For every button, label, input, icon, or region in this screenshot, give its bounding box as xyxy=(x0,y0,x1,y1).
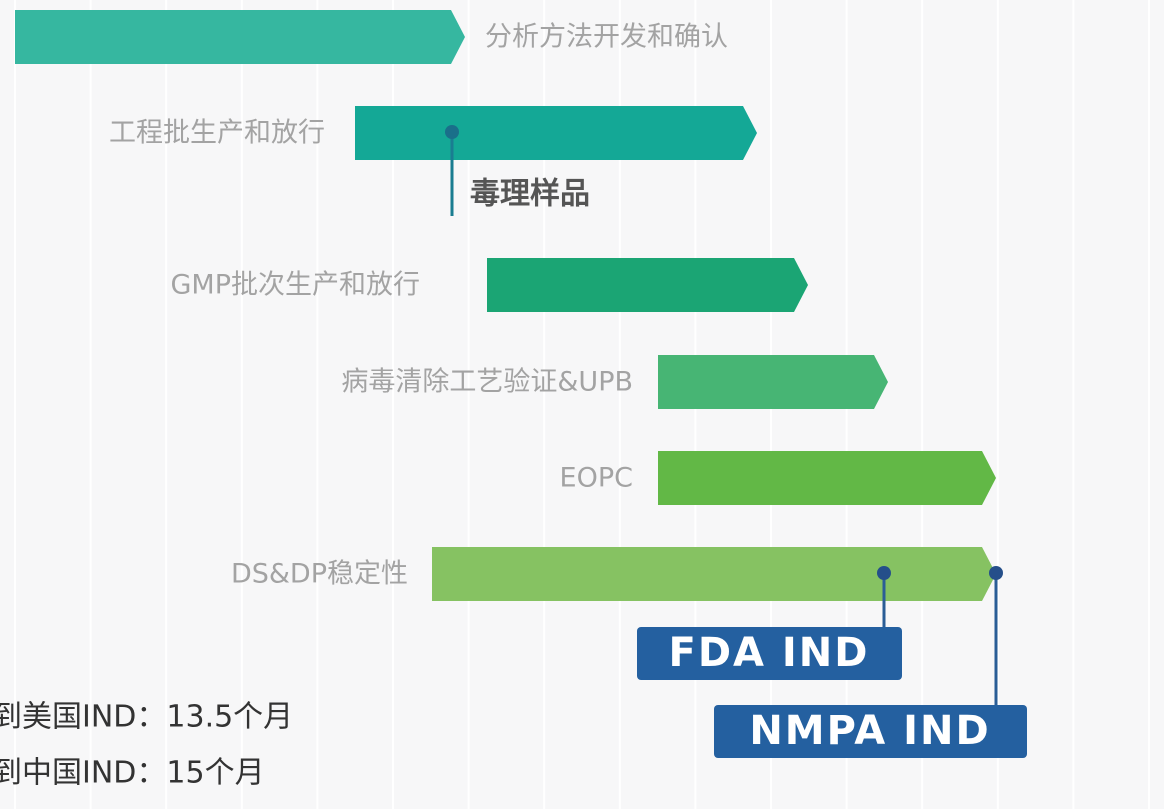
milestone-box xyxy=(637,627,902,680)
task-label: 分析方法开发和确认 xyxy=(485,22,728,53)
task-bar xyxy=(658,451,996,505)
task-label: EOPC xyxy=(560,463,633,494)
task-label: DS&DP稳定性 xyxy=(231,559,408,590)
milestone-box xyxy=(714,705,1027,758)
milestone-dot xyxy=(989,566,1003,580)
milestone-label: FDA IND xyxy=(669,630,870,676)
task-bar xyxy=(355,106,757,160)
note: 到中国IND：15个月 xyxy=(0,756,265,791)
task-bar xyxy=(15,10,465,64)
task-label: 病毒清除工艺验证&UPB xyxy=(341,367,633,398)
milestone-dot xyxy=(445,125,459,139)
milestone-label: NMPA IND xyxy=(749,708,990,754)
task-bar xyxy=(658,355,888,409)
task-bar xyxy=(432,547,996,601)
note: 到美国IND：13.5个月 xyxy=(0,700,293,735)
task-label: 工程批生产和放行 xyxy=(109,118,325,149)
milestone-label: 毒理样品 xyxy=(470,177,590,212)
milestone-dot xyxy=(877,566,891,580)
task-bar xyxy=(487,258,808,312)
task-label: GMP批次生产和放行 xyxy=(171,270,421,301)
